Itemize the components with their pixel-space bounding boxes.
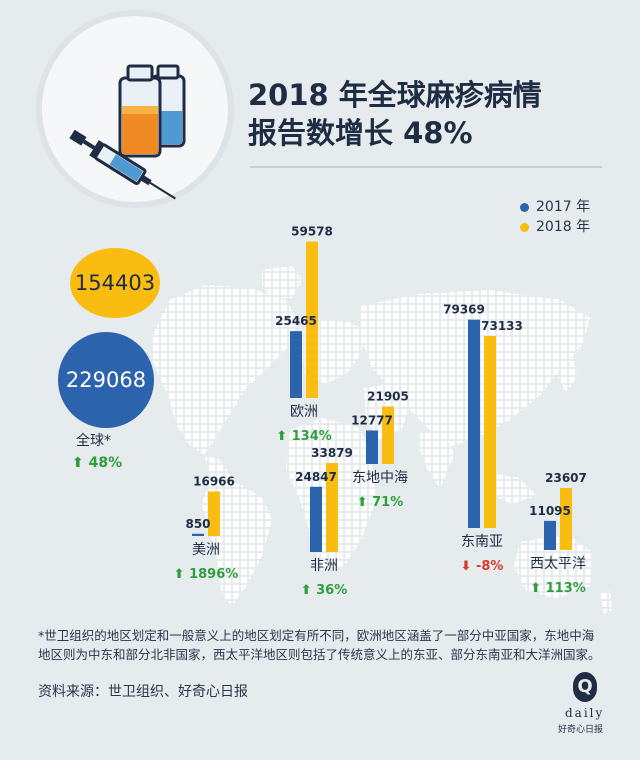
- bar-2017-2: [290, 331, 302, 398]
- logo-q-mark: Q: [573, 672, 597, 702]
- global-2017-value: 154403: [74, 271, 156, 295]
- value-label-2017-3: 12777: [351, 413, 393, 427]
- logo-word: daily: [565, 706, 605, 720]
- change-label-5: ⬆ 113%: [530, 581, 586, 596]
- change-label-1: ⬆ 36%: [301, 583, 348, 598]
- change-label-0: ⬆ 1896%: [174, 567, 239, 582]
- logo-tagline: 好奇心日报: [558, 725, 604, 735]
- value-label-2017-0: 850: [185, 517, 210, 531]
- bar-chart: 850 16966 美洲 ⬆ 1896% 24847 33879 非洲 ⬆ 36% 25465 5…: [174, 225, 587, 598]
- value-label-2018-0: 16966: [193, 474, 235, 488]
- change-label-2: ⬆ 134%: [276, 429, 332, 444]
- region-group-4: 79369 73133 东南亚 ⬇ -8%: [443, 303, 523, 574]
- vaccine-syringe-icon: [69, 64, 186, 200]
- legend-dot-2017: [520, 202, 529, 212]
- region-group-0: 850 16966 美洲 ⬆ 1896%: [174, 474, 239, 582]
- value-label-2018-3: 21905: [367, 389, 409, 403]
- chart-area: 850 16966 美洲 ⬆ 1896% 24847 33879 非洲 ⬆ 36% 25465 5…: [150, 225, 612, 614]
- value-label-2018-5: 23607: [545, 471, 587, 485]
- region-group-5: 11095 23607 西太平洋 ⬆ 113%: [529, 471, 587, 596]
- title-divider: [250, 166, 602, 168]
- global-2018-bubble: 229068: [58, 332, 154, 428]
- category-label-1: 非洲: [310, 558, 338, 574]
- legend-dot-2018: [520, 222, 529, 232]
- value-label-2017-1: 24847: [295, 470, 337, 484]
- page-title: 2018 年全球麻疹病情 报告数增长 48%: [248, 76, 542, 152]
- region-group-1: 24847 33879 非洲 ⬆ 36%: [295, 446, 353, 598]
- change-label-3: ⬆ 71%: [357, 495, 404, 510]
- bar-2017-4: [468, 319, 480, 528]
- global-2017-bubble: 154403: [70, 248, 160, 318]
- title-line-2: 报告数增长 48%: [248, 116, 473, 150]
- region-group-2: 25465 59578 欧洲 ⬆ 134%: [275, 225, 333, 444]
- source-text: 资料来源：世卫组织、好奇心日报: [38, 684, 248, 700]
- category-label-3: 东地中海: [352, 470, 408, 486]
- bar-2017-1: [310, 486, 322, 552]
- region-group-3: 12777 21905 东地中海 ⬆ 71%: [351, 389, 409, 510]
- bar-2017-3: [366, 430, 378, 464]
- category-label-5: 西太平洋: [530, 556, 586, 572]
- world-map-dots: [150, 266, 612, 614]
- category-label-0: 美洲: [192, 542, 220, 558]
- legend-item-2018: 2018 年: [520, 216, 590, 236]
- bar-2018-3: [382, 406, 394, 464]
- bar-2018-2: [306, 241, 318, 398]
- value-label-2018-2: 59578: [291, 225, 333, 239]
- bar-2018-5: [560, 488, 572, 550]
- global-label: 全球*: [76, 433, 111, 449]
- bar-2017-5: [544, 520, 556, 550]
- legend-label-2017: 2017 年: [536, 199, 591, 215]
- logo-letter: Q: [577, 676, 593, 697]
- category-label-4: 东南亚: [461, 534, 503, 550]
- bar-2017-0: [192, 533, 204, 536]
- value-label-2018-1: 33879: [311, 446, 353, 460]
- title-line-1: 2018 年全球麻疹病情: [248, 78, 542, 112]
- change-label-4: ⬇ -8%: [461, 559, 504, 574]
- value-label-2018-4: 73133: [481, 319, 523, 333]
- global-change: ⬆ 48%: [72, 455, 123, 471]
- legend-item-2017: 2017 年: [520, 196, 590, 216]
- bar-2018-0: [208, 491, 220, 536]
- category-label-2: 欧洲: [290, 404, 318, 420]
- value-label-2017-2: 25465: [275, 314, 317, 328]
- illustration-circle: [42, 16, 228, 202]
- footnote: *世卫组织的地区划定和一般意义上的地区划定有所不同，欧洲地区涵盖了一部分中亚国家…: [38, 628, 601, 662]
- bar-2018-1: [326, 463, 338, 552]
- bar-2018-4: [484, 336, 496, 528]
- global-2018-value: 229068: [65, 368, 147, 392]
- value-label-2017-5: 11095: [529, 504, 571, 518]
- value-label-2017-4: 79369: [443, 303, 485, 317]
- legend-label-2018: 2018 年: [536, 219, 591, 235]
